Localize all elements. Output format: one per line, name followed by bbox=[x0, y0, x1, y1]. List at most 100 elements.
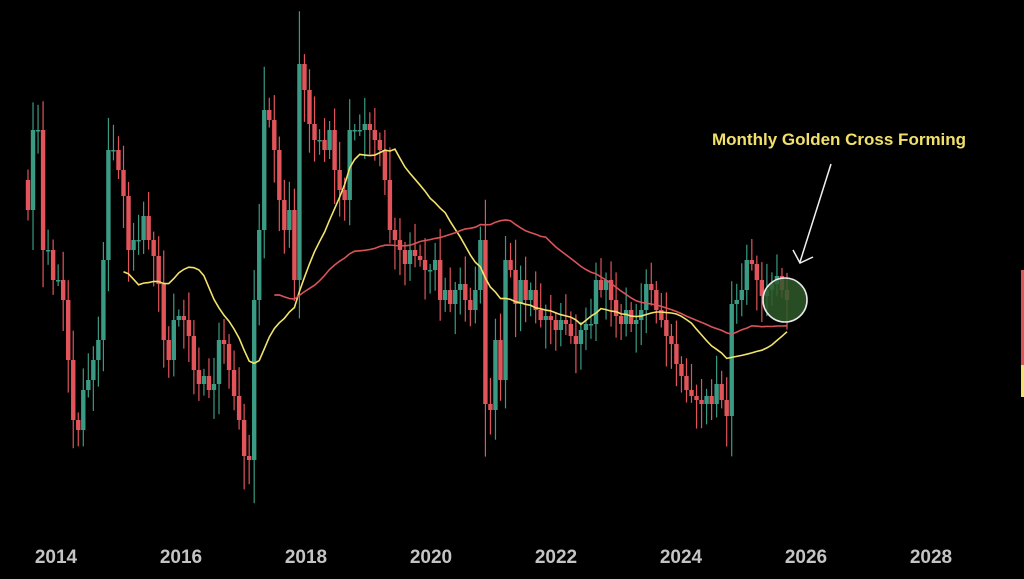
candle-body bbox=[478, 240, 483, 290]
candle-body bbox=[448, 290, 453, 304]
candle-body bbox=[719, 384, 724, 400]
candle-body bbox=[649, 284, 654, 290]
candle-body bbox=[231, 370, 237, 396]
candle-body bbox=[216, 340, 222, 384]
candle-body bbox=[55, 280, 61, 282]
x-axis: 2014 2016 2018 2020 2022 2024 2026 2028 bbox=[35, 547, 952, 568]
candle-body bbox=[407, 250, 413, 264]
candles-group bbox=[25, 11, 790, 504]
x-tick-label: 2014 bbox=[35, 547, 78, 568]
candle-body bbox=[417, 256, 423, 260]
candle-body bbox=[126, 196, 131, 250]
candle-body bbox=[704, 396, 709, 404]
candle-body bbox=[523, 280, 528, 300]
candle-body bbox=[377, 140, 383, 150]
candle-body bbox=[488, 404, 493, 410]
candle-body bbox=[347, 130, 352, 200]
candle-body bbox=[473, 290, 478, 310]
x-tick-label: 2026 bbox=[785, 547, 827, 568]
candle-body bbox=[724, 400, 729, 416]
candle-body bbox=[593, 280, 599, 324]
candle-body bbox=[246, 456, 252, 460]
price-scale-red-marker bbox=[1021, 270, 1024, 365]
candle-body bbox=[618, 316, 624, 324]
candle-body bbox=[588, 324, 594, 326]
candle-body bbox=[81, 390, 86, 430]
candle-body bbox=[60, 280, 66, 300]
candle-body bbox=[342, 190, 347, 200]
candle-body bbox=[292, 210, 297, 280]
candle-body bbox=[332, 130, 337, 170]
candle-body bbox=[45, 250, 51, 252]
candle-body bbox=[111, 150, 116, 152]
candle-body bbox=[518, 280, 523, 304]
candle-body bbox=[176, 316, 181, 320]
candle-body bbox=[221, 340, 227, 344]
candle-body bbox=[131, 240, 136, 250]
candle-body bbox=[608, 280, 614, 300]
candle-body bbox=[35, 130, 41, 132]
candle-body bbox=[287, 210, 292, 230]
candle-body bbox=[161, 284, 166, 340]
candle-body bbox=[382, 150, 388, 180]
candle-body bbox=[30, 130, 36, 210]
candle-body bbox=[679, 364, 684, 376]
candle-body bbox=[116, 150, 121, 170]
candle-body bbox=[186, 320, 192, 336]
candle-body bbox=[578, 330, 584, 344]
candle-body bbox=[392, 230, 398, 240]
candle-body bbox=[528, 290, 533, 300]
candle-body bbox=[166, 340, 171, 360]
candle-body bbox=[759, 280, 765, 296]
annotation-arrow bbox=[792, 163, 832, 264]
moving-average-line bbox=[274, 219, 788, 336]
candle-body bbox=[483, 240, 488, 404]
x-tick-label: 2022 bbox=[535, 547, 577, 568]
candle-body bbox=[251, 300, 257, 460]
candle-body bbox=[553, 320, 558, 330]
candle-body bbox=[267, 110, 272, 120]
candle-body bbox=[628, 310, 634, 324]
candle-body bbox=[327, 130, 332, 150]
candle-body bbox=[76, 420, 81, 430]
golden-cross-highlight-circle bbox=[762, 277, 808, 323]
candle-body bbox=[211, 384, 217, 390]
candle-body bbox=[699, 400, 704, 404]
candle-body bbox=[568, 324, 574, 336]
candle-body bbox=[146, 216, 151, 240]
candle-body bbox=[372, 130, 378, 140]
candle-body bbox=[754, 264, 760, 280]
candle-body bbox=[86, 380, 91, 390]
candle-body bbox=[312, 124, 317, 140]
candle-body bbox=[136, 240, 141, 242]
candle-body bbox=[684, 376, 689, 390]
candle-body bbox=[498, 340, 503, 380]
x-tick-label: 2020 bbox=[410, 547, 452, 568]
candle-body bbox=[729, 304, 734, 416]
candle-body bbox=[458, 284, 463, 290]
x-tick-label: 2028 bbox=[910, 547, 952, 568]
candle-body bbox=[709, 396, 714, 404]
candle-body bbox=[387, 180, 393, 230]
candle-body bbox=[25, 180, 31, 210]
candle-body bbox=[362, 124, 367, 130]
x-tick-label: 2016 bbox=[160, 547, 202, 568]
candle-body bbox=[442, 290, 448, 300]
candle-body bbox=[317, 140, 322, 142]
candle-body bbox=[503, 260, 508, 380]
candle-body bbox=[201, 376, 207, 384]
candle-body bbox=[734, 300, 739, 304]
candle-body bbox=[171, 320, 176, 360]
candle-body bbox=[352, 130, 357, 132]
candle-body bbox=[689, 390, 694, 396]
candle-body bbox=[91, 360, 96, 380]
candle-body bbox=[644, 284, 649, 310]
candle-body bbox=[714, 384, 719, 404]
candle-body bbox=[664, 320, 669, 336]
candle-body bbox=[739, 290, 744, 300]
candle-body bbox=[583, 324, 589, 330]
candle-body bbox=[412, 250, 418, 256]
candle-body bbox=[151, 240, 156, 256]
candle-body bbox=[427, 270, 433, 272]
